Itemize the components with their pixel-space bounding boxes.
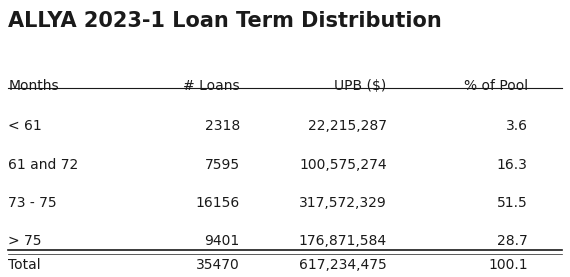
Text: 16.3: 16.3	[497, 158, 528, 171]
Text: 22,215,287: 22,215,287	[308, 119, 386, 134]
Text: UPB ($): UPB ($)	[335, 79, 386, 93]
Text: 51.5: 51.5	[497, 196, 528, 209]
Text: 617,234,475: 617,234,475	[299, 258, 386, 271]
Text: 100.1: 100.1	[488, 258, 528, 271]
Text: ALLYA 2023-1 Loan Term Distribution: ALLYA 2023-1 Loan Term Distribution	[9, 11, 442, 31]
Text: 28.7: 28.7	[497, 234, 528, 248]
Text: > 75: > 75	[9, 234, 42, 248]
Text: # Loans: # Loans	[183, 79, 240, 93]
Text: 61 and 72: 61 and 72	[9, 158, 79, 171]
Text: 35470: 35470	[196, 258, 240, 271]
Text: Months: Months	[9, 79, 59, 93]
Text: 73 - 75: 73 - 75	[9, 196, 57, 209]
Text: % of Pool: % of Pool	[463, 79, 528, 93]
Text: 100,575,274: 100,575,274	[299, 158, 386, 171]
Text: 9401: 9401	[205, 234, 240, 248]
Text: 7595: 7595	[205, 158, 240, 171]
Text: 317,572,329: 317,572,329	[299, 196, 386, 209]
Text: 16156: 16156	[196, 196, 240, 209]
Text: Total: Total	[9, 258, 41, 271]
Text: 3.6: 3.6	[506, 119, 528, 134]
Text: < 61: < 61	[9, 119, 42, 134]
Text: 176,871,584: 176,871,584	[299, 234, 386, 248]
Text: 2318: 2318	[205, 119, 240, 134]
